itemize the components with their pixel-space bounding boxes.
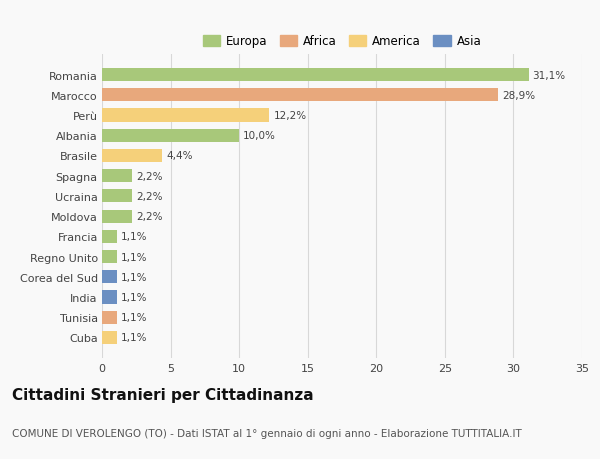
Bar <box>102 210 132 223</box>
Bar <box>102 69 529 82</box>
Text: 2,2%: 2,2% <box>136 212 163 222</box>
Bar <box>102 331 117 344</box>
Text: 10,0%: 10,0% <box>243 131 276 141</box>
Bar <box>102 109 269 122</box>
Text: COMUNE DI VEROLENGO (TO) - Dati ISTAT al 1° gennaio di ogni anno - Elaborazione : COMUNE DI VEROLENGO (TO) - Dati ISTAT al… <box>12 428 522 438</box>
Text: 28,9%: 28,9% <box>502 90 536 101</box>
Text: 2,2%: 2,2% <box>136 171 163 181</box>
Text: Cittadini Stranieri per Cittadinanza: Cittadini Stranieri per Cittadinanza <box>12 387 314 403</box>
Bar <box>102 230 117 243</box>
Text: 2,2%: 2,2% <box>136 191 163 202</box>
Bar <box>102 89 499 102</box>
Text: 1,1%: 1,1% <box>121 313 148 323</box>
Text: 12,2%: 12,2% <box>274 111 307 121</box>
Bar <box>102 271 117 284</box>
Text: 4,4%: 4,4% <box>166 151 193 161</box>
Bar <box>102 190 132 203</box>
Bar <box>102 129 239 142</box>
Text: 1,1%: 1,1% <box>121 252 148 262</box>
Text: 1,1%: 1,1% <box>121 333 148 343</box>
Bar <box>102 150 163 162</box>
Text: 1,1%: 1,1% <box>121 232 148 242</box>
Legend: Europa, Africa, America, Asia: Europa, Africa, America, Asia <box>198 31 486 53</box>
Bar <box>102 170 132 183</box>
Text: 1,1%: 1,1% <box>121 292 148 302</box>
Bar <box>102 251 117 263</box>
Text: 1,1%: 1,1% <box>121 272 148 282</box>
Bar <box>102 311 117 324</box>
Text: 31,1%: 31,1% <box>533 70 566 80</box>
Bar <box>102 291 117 304</box>
